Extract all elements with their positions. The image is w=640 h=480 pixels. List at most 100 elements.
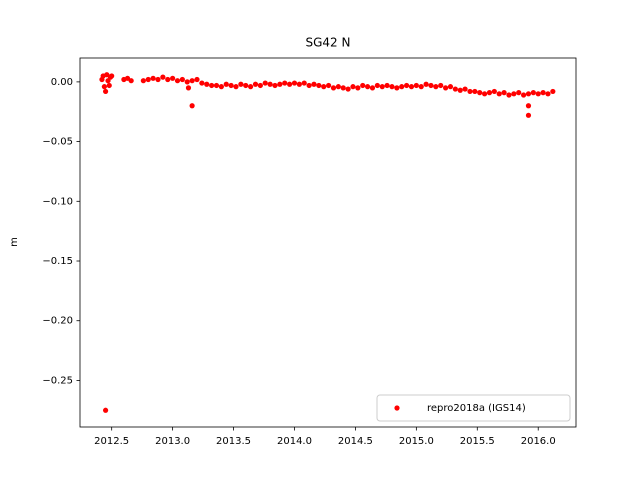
point (491, 88, 497, 95)
point (535, 91, 541, 97)
point (433, 84, 439, 90)
point (262, 80, 268, 86)
point (389, 84, 395, 90)
point (486, 90, 493, 96)
point (345, 86, 351, 92)
point (443, 85, 449, 91)
point (155, 76, 161, 83)
point (525, 112, 532, 118)
point (511, 91, 517, 97)
point (326, 82, 332, 89)
point (525, 91, 532, 97)
point (335, 84, 341, 90)
point (301, 80, 307, 86)
point (501, 90, 507, 96)
point (165, 76, 171, 83)
point (102, 88, 109, 95)
point (277, 81, 283, 87)
point (399, 84, 405, 90)
point (194, 76, 200, 83)
x-tick-label: 2015.5 (460, 436, 495, 447)
point (238, 81, 244, 87)
point (321, 84, 327, 90)
point (291, 80, 298, 86)
point (272, 82, 278, 89)
point (496, 91, 502, 97)
point (550, 88, 556, 95)
point (257, 82, 263, 89)
point (404, 82, 410, 89)
point (384, 82, 390, 89)
point (472, 88, 478, 95)
point (185, 85, 192, 91)
point (481, 91, 488, 97)
y-tick-label: −0.10 (42, 196, 73, 207)
point (408, 84, 415, 90)
point (101, 84, 107, 90)
point (477, 90, 483, 96)
point (218, 84, 224, 90)
point (252, 81, 259, 87)
x-tick-label: 2016.0 (521, 436, 556, 447)
point (160, 74, 166, 80)
point (106, 82, 112, 89)
point (516, 90, 522, 96)
point (189, 103, 195, 109)
point (374, 82, 380, 89)
point (418, 84, 424, 90)
legend-label: repro2018a (IGS14) (427, 403, 526, 414)
point (228, 82, 234, 89)
y-tick-label: −0.15 (42, 256, 73, 267)
y-tick-label: 0.00 (51, 77, 73, 88)
point (282, 80, 288, 86)
point (447, 84, 454, 90)
point (145, 76, 151, 83)
point (109, 73, 115, 79)
x-tick-label: 2014.0 (277, 436, 312, 447)
point (223, 81, 229, 87)
point (316, 82, 322, 89)
point (365, 84, 371, 90)
point (102, 407, 109, 413)
point (140, 78, 146, 84)
point (428, 82, 434, 89)
point (233, 84, 239, 90)
legend-marker (394, 405, 400, 411)
point (467, 88, 473, 95)
y-tick-label: −0.25 (42, 375, 73, 386)
point (379, 84, 385, 90)
point (150, 75, 156, 81)
point (340, 85, 346, 91)
point (330, 85, 337, 91)
point (209, 82, 215, 89)
point (394, 85, 400, 91)
legend-box (376, 394, 571, 422)
point (360, 82, 366, 89)
point (287, 81, 293, 87)
point (311, 81, 317, 87)
point (350, 84, 356, 90)
point (506, 92, 512, 98)
y-tick-label: −0.05 (42, 137, 73, 148)
point (170, 75, 176, 81)
point (248, 84, 254, 90)
point (296, 81, 302, 87)
point (243, 82, 249, 89)
point (213, 82, 220, 89)
point (530, 90, 536, 96)
point (462, 86, 468, 92)
point (457, 87, 463, 93)
axes-frame (79, 57, 577, 428)
y-tick-label: −0.20 (42, 316, 73, 327)
point (306, 82, 312, 89)
point (520, 92, 527, 98)
chart-title: SG42 N (306, 36, 351, 50)
point (174, 78, 181, 84)
x-tick-label: 2013.5 (216, 436, 251, 447)
point (204, 81, 210, 87)
point (179, 76, 185, 83)
point (267, 81, 273, 87)
point (438, 82, 444, 89)
point (525, 103, 532, 109)
